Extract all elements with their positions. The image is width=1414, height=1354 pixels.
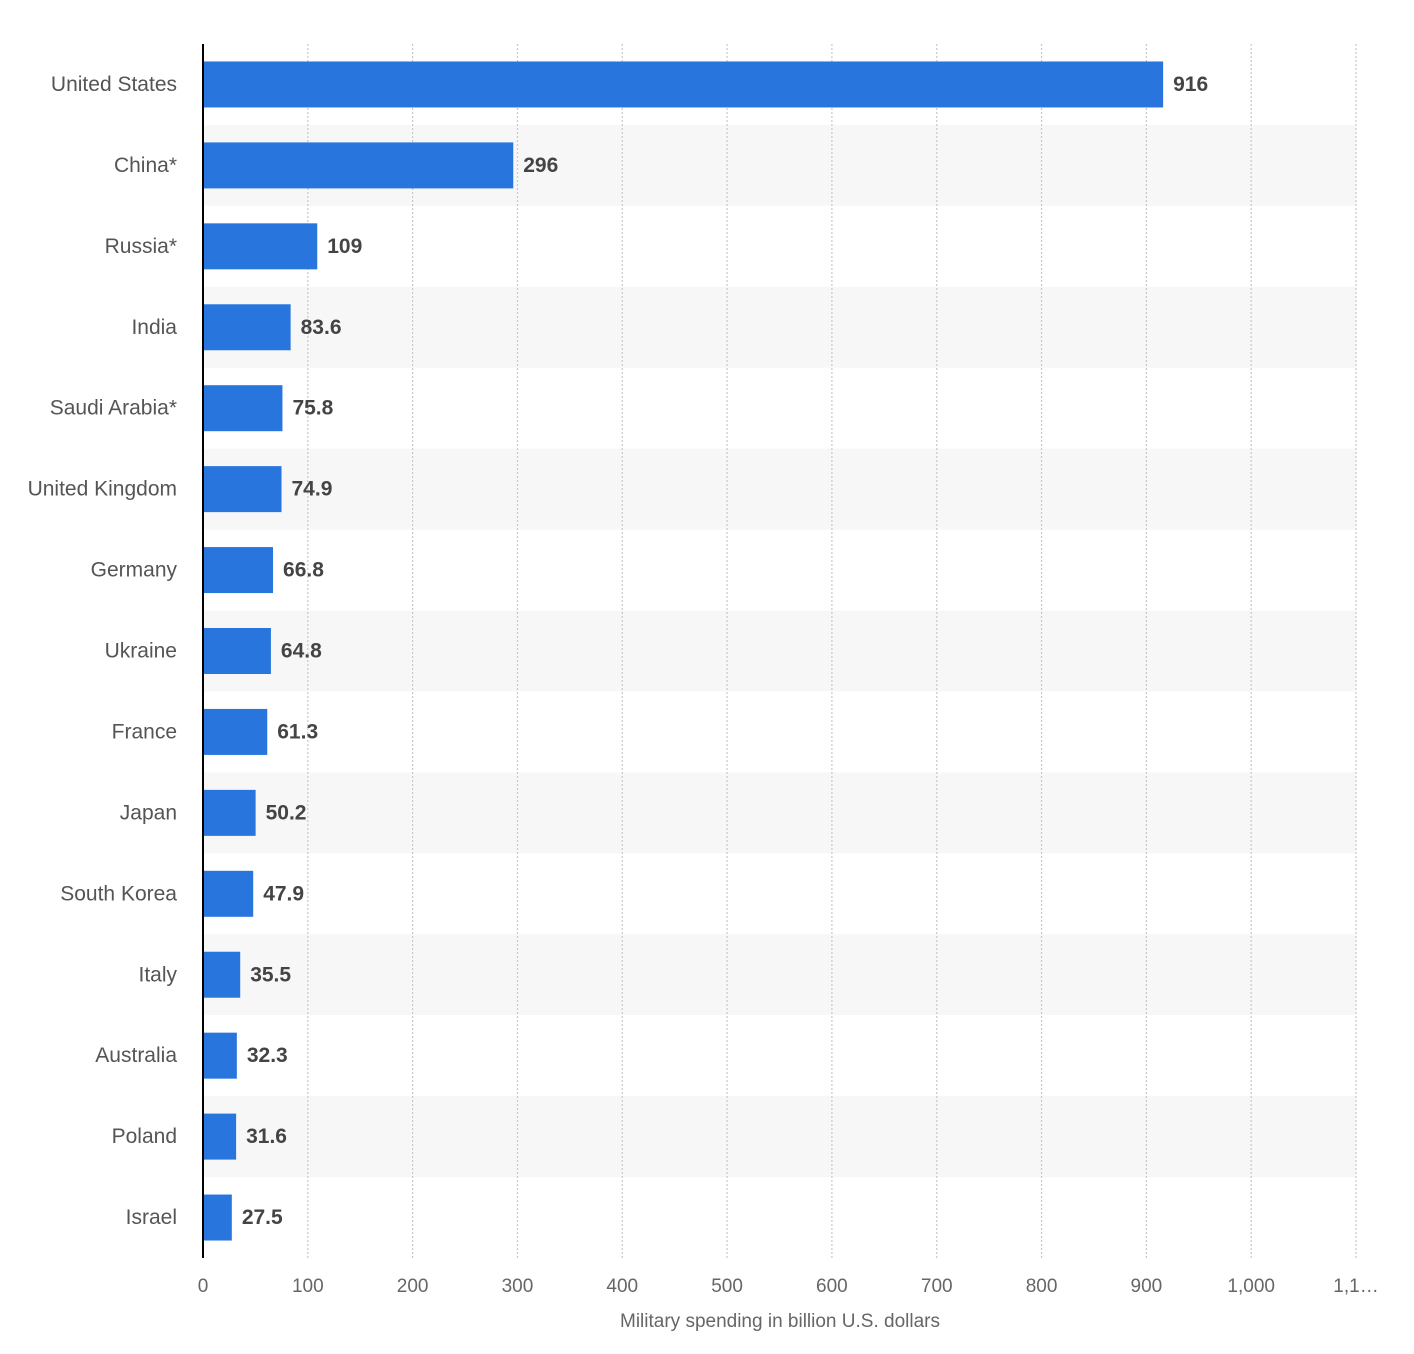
y-tick-label: China*: [114, 154, 177, 177]
x-tick-label: 1,000: [1227, 1276, 1275, 1297]
y-tick-label: Israel: [126, 1206, 177, 1229]
bar: [203, 789, 256, 836]
value-label: 296: [523, 154, 558, 177]
row-band: [203, 934, 1356, 1016]
x-tick-label: 0: [198, 1276, 209, 1297]
y-tick-label: Australia: [95, 1044, 177, 1067]
y-tick-label: France: [112, 720, 177, 743]
row-band: [203, 772, 1356, 854]
row-bands: [203, 124, 1356, 1178]
bar: [203, 1032, 237, 1079]
bar: [203, 870, 254, 917]
bar: [203, 1194, 232, 1241]
y-tick-label: Saudi Arabia*: [50, 397, 177, 420]
row-band: [203, 286, 1356, 368]
bar: [203, 1113, 237, 1160]
y-tick-label: Germany: [91, 559, 178, 582]
value-label: 74.9: [292, 478, 333, 501]
bar: [203, 304, 291, 351]
x-tick-label: 400: [606, 1276, 638, 1297]
row-band: [203, 448, 1356, 530]
row-band: [203, 610, 1356, 692]
value-label: 61.3: [277, 720, 318, 743]
bar: [203, 628, 271, 674]
value-label: 83.6: [301, 316, 342, 339]
value-label: 66.8: [283, 559, 324, 582]
x-tick-label: 200: [397, 1276, 429, 1297]
x-tick-label: 300: [502, 1276, 534, 1297]
value-label: 32.3: [247, 1044, 288, 1067]
x-tick-label: 800: [1026, 1276, 1058, 1297]
y-tick-label: United Kingdom: [28, 478, 177, 501]
bar: [203, 385, 283, 432]
y-tick-label: Japan: [120, 801, 177, 824]
bars: 916 296 109 83.6 75.8 74.9 66.8 64.8 61.3 50.2 47.…: [203, 61, 1208, 1241]
value-label: 50.2: [266, 801, 307, 824]
bar: [203, 61, 1164, 108]
bar: [203, 466, 282, 513]
value-label: 64.8: [281, 640, 322, 663]
row-band: [203, 1096, 1356, 1178]
y-tick-label: Poland: [112, 1125, 177, 1148]
value-label: 27.5: [242, 1206, 283, 1229]
value-label: 35.5: [250, 963, 291, 986]
x-tick-label: 100: [292, 1276, 324, 1297]
bar: [203, 708, 268, 755]
x-tick-label: 600: [816, 1276, 848, 1297]
value-label: 916: [1173, 73, 1208, 96]
y-tick-label: Ukraine: [105, 640, 177, 663]
bar: [203, 547, 274, 594]
y-tick-label: India: [131, 316, 177, 339]
bar: [203, 223, 318, 270]
y-tick-label: United States: [51, 73, 177, 96]
x-tick-label: 500: [711, 1276, 743, 1297]
bar: [203, 951, 241, 998]
x-tick-label: 1,1…: [1333, 1276, 1378, 1297]
value-label: 47.9: [263, 882, 304, 905]
value-label: 75.8: [292, 397, 333, 420]
y-tick-label: Russia*: [105, 235, 177, 258]
x-tick-label: 700: [921, 1276, 953, 1297]
y-tick-label: Italy: [138, 963, 177, 986]
x-axis-title: Military spending in billion U.S. dollar…: [620, 1311, 940, 1332]
x-tick-label: 900: [1131, 1276, 1163, 1297]
y-tick-label: South Korea: [60, 882, 177, 905]
bar: [203, 142, 514, 189]
value-label: 31.6: [246, 1125, 287, 1148]
value-label: 109: [327, 235, 362, 258]
